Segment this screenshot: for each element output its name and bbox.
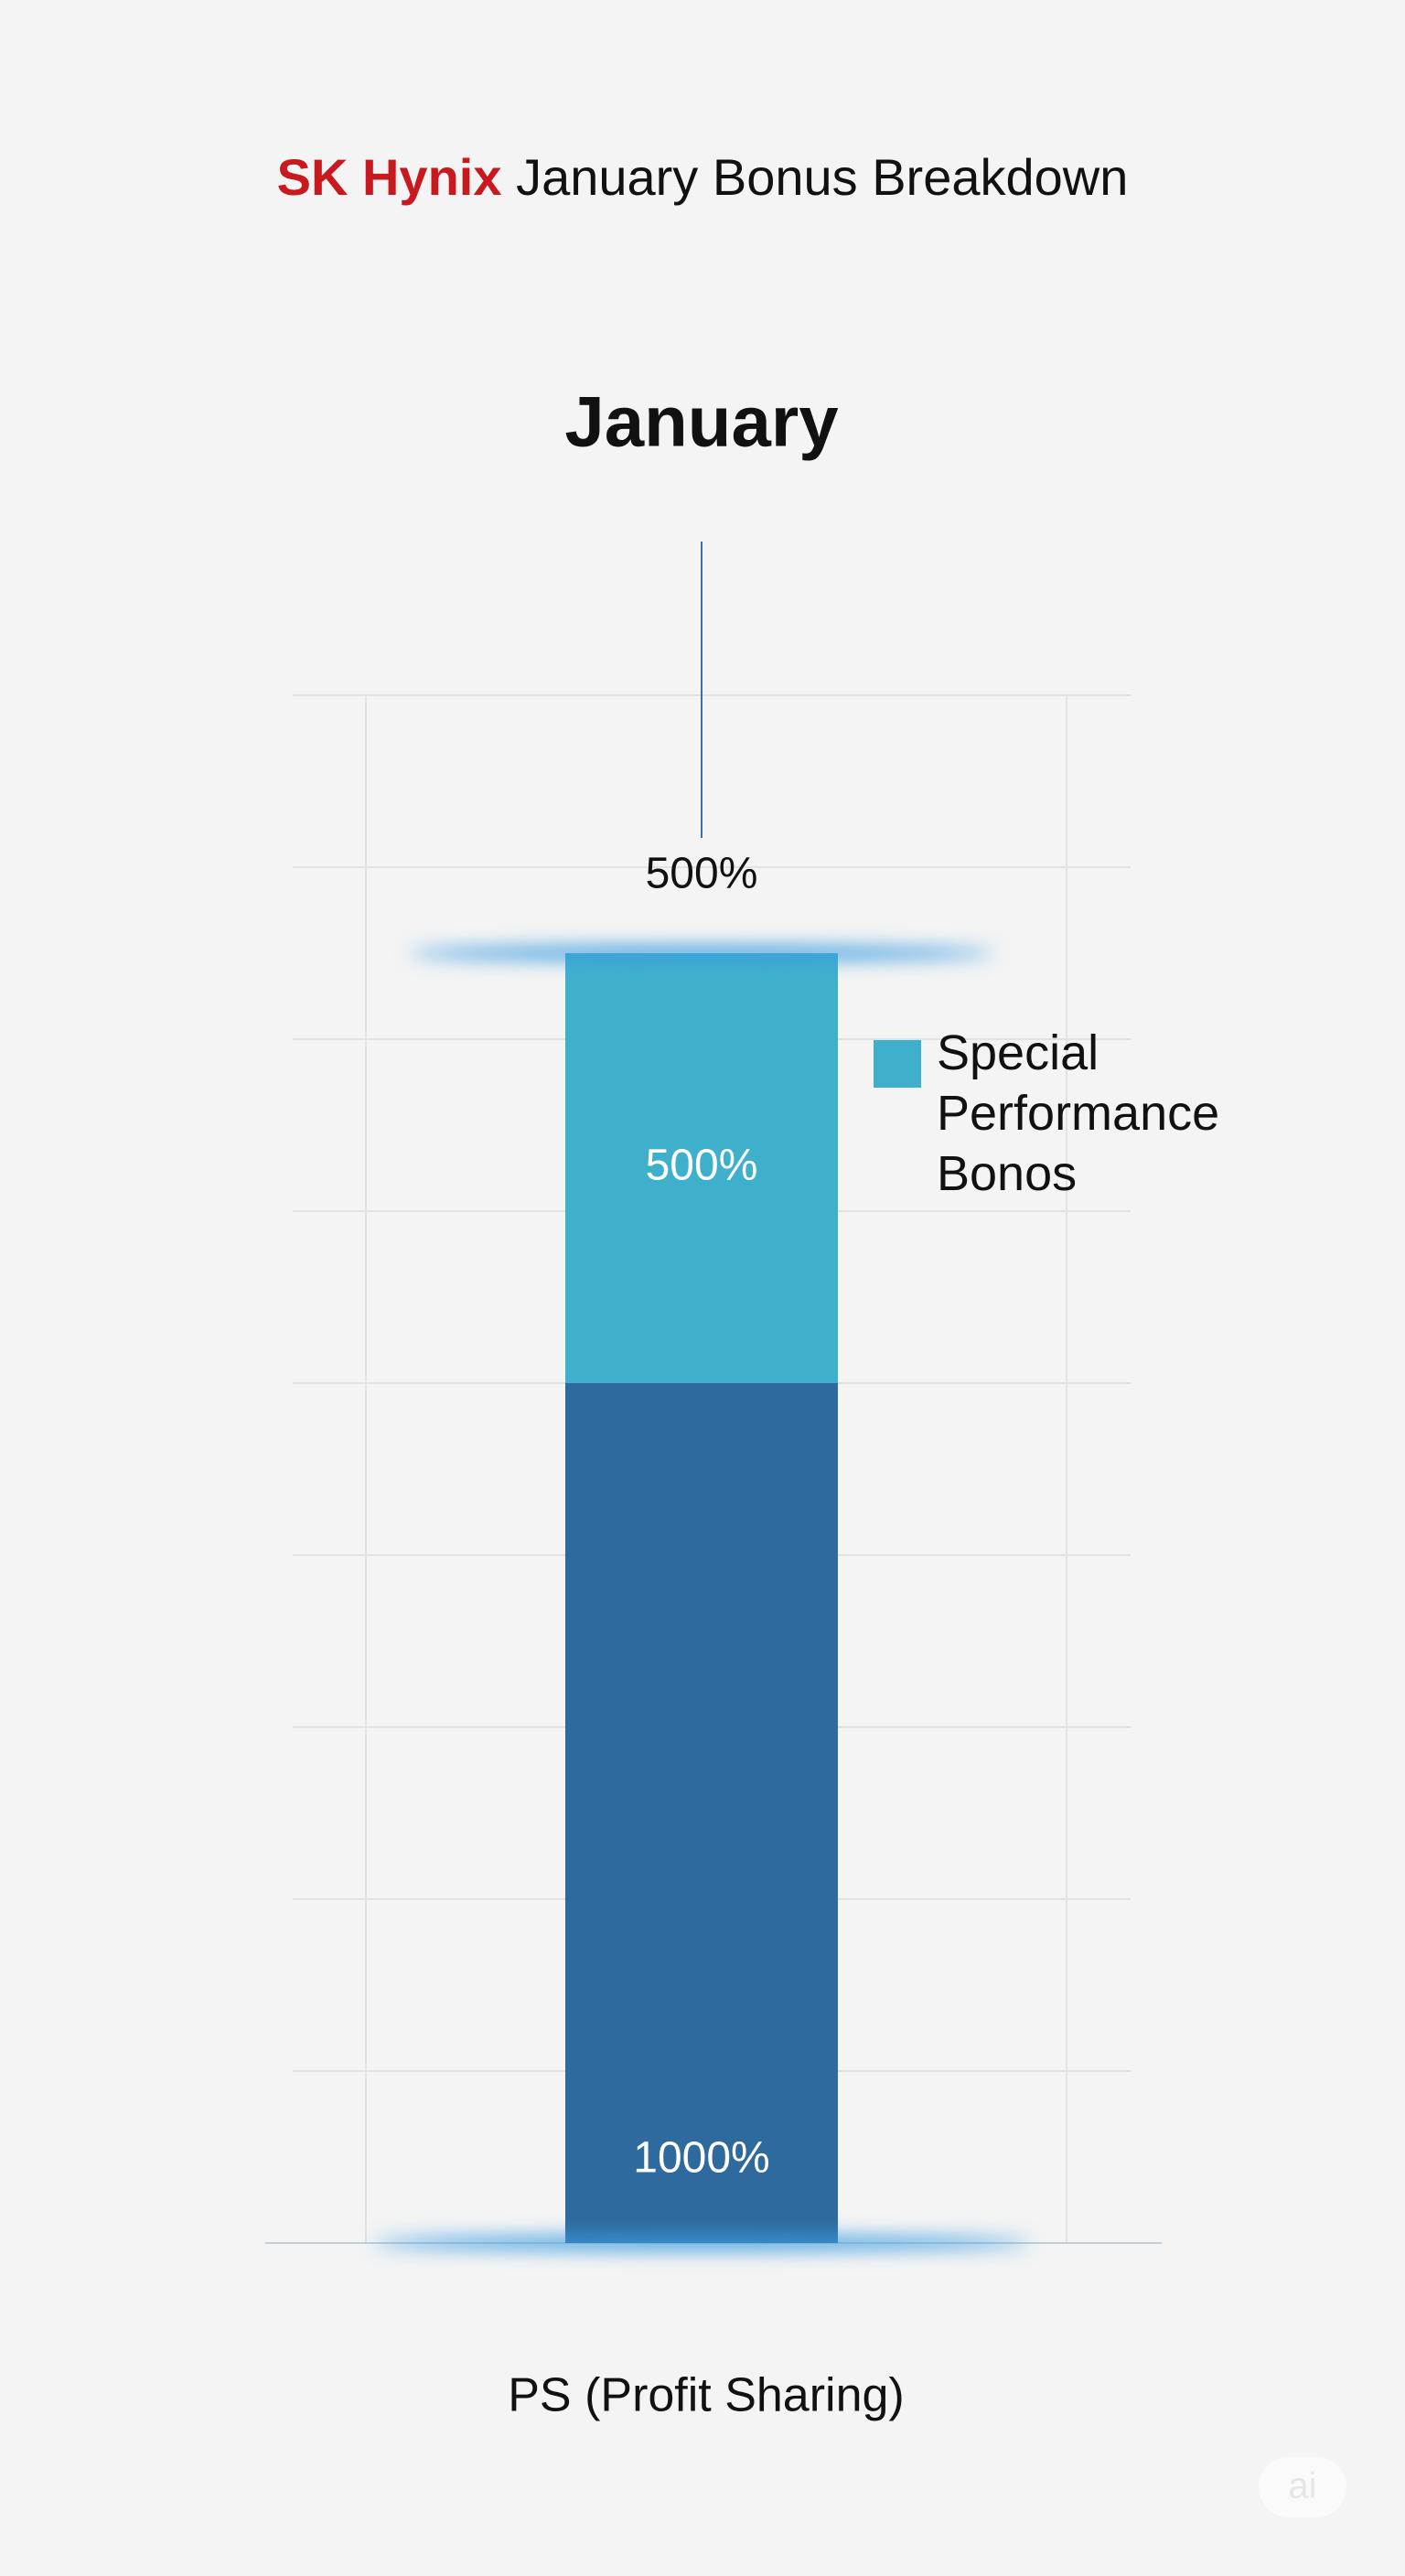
- value-label: 500%: [646, 1142, 758, 1190]
- title-highlight: SK Hynix: [277, 148, 502, 206]
- title-text: January Bonus Breakdown: [516, 148, 1128, 206]
- legend-entry: Special Performance Bonos: [874, 1023, 1239, 1204]
- legend-label: Special Performance Bonos: [937, 1025, 1220, 1201]
- chart-title: SK Hynix January Bonus Breakdown: [277, 148, 1129, 206]
- value-label: 1000%: [633, 2134, 769, 2183]
- category-label: January: [564, 381, 838, 462]
- annotation: 500%: [646, 850, 758, 898]
- legend-swatch: [874, 1040, 921, 1088]
- series-label: PS (Profit Sharing): [508, 2369, 905, 2422]
- glow: [372, 2236, 1031, 2250]
- glow: [409, 946, 994, 961]
- watermark-bg: [1259, 2457, 1346, 2517]
- legend: Special Performance Bonos: [874, 1023, 1239, 1204]
- bar-segment: [565, 953, 838, 1383]
- bar-segment: [565, 1383, 838, 2243]
- watermark: ai: [1288, 2466, 1316, 2506]
